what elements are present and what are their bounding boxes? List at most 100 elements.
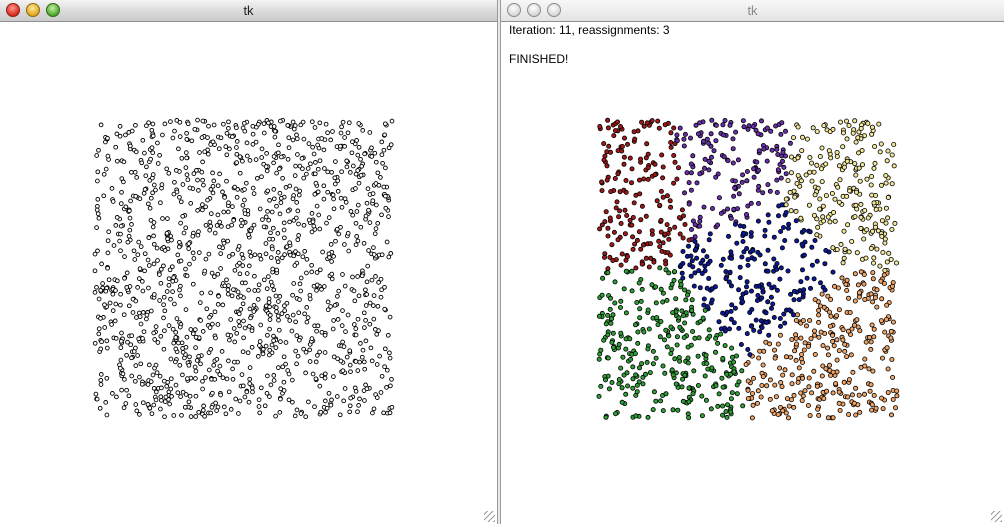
minimize-button[interactable]: [26, 3, 40, 17]
data-point: [664, 222, 670, 228]
data-point: [153, 397, 159, 403]
data-point: [114, 158, 120, 164]
data-point: [234, 160, 240, 165]
data-point: [870, 276, 876, 282]
data-point: [163, 394, 169, 400]
data-point: [136, 239, 142, 245]
data-point: [353, 388, 359, 394]
data-point: [666, 236, 672, 242]
data-point: [287, 183, 293, 189]
data-point: [276, 317, 281, 323]
data-point: [771, 256, 777, 262]
zoom-button[interactable]: [547, 3, 561, 17]
minimize-button[interactable]: [527, 3, 541, 17]
data-point: [92, 340, 98, 346]
data-point: [724, 414, 730, 420]
zoom-button[interactable]: [46, 3, 60, 17]
data-point: [622, 135, 628, 141]
unclustered-scatter-canvas[interactable]: [0, 22, 498, 522]
data-point: [687, 135, 693, 141]
data-point: [841, 379, 847, 385]
data-point: [793, 218, 799, 224]
data-point: [129, 169, 134, 175]
data-point: [161, 294, 167, 300]
data-point: [766, 281, 772, 287]
title-bar[interactable]: tk: [501, 0, 1004, 22]
data-point: [126, 303, 132, 309]
data-point: [729, 390, 735, 396]
data-point: [331, 318, 336, 323]
data-point: [841, 164, 847, 170]
data-point: [309, 119, 315, 125]
data-point: [200, 118, 206, 124]
data-point: [215, 271, 221, 277]
data-point: [191, 171, 197, 176]
data-point: [321, 196, 327, 202]
data-point: [857, 178, 863, 184]
resize-grip[interactable]: [991, 511, 1002, 522]
title-bar[interactable]: tk: [0, 0, 497, 22]
clustered-scatter-canvas[interactable]: [501, 22, 1004, 522]
data-point: [341, 398, 347, 404]
data-point: [98, 316, 103, 321]
data-point: [751, 327, 757, 333]
data-point: [805, 343, 811, 349]
close-button[interactable]: [507, 3, 521, 17]
data-point: [325, 299, 331, 305]
data-point: [350, 163, 356, 169]
data-point: [253, 157, 259, 162]
data-point: [206, 251, 212, 257]
data-point: [702, 307, 708, 313]
close-button[interactable]: [6, 3, 20, 17]
data-point: [231, 359, 237, 365]
data-point: [224, 376, 230, 382]
data-point: [339, 169, 344, 175]
data-point: [645, 414, 651, 420]
data-point: [730, 146, 736, 152]
data-point: [124, 387, 129, 393]
data-point: [709, 365, 715, 371]
data-point: [184, 137, 190, 142]
data-point: [864, 176, 870, 182]
data-point: [260, 217, 265, 222]
data-point: [282, 303, 287, 309]
data-point: [200, 202, 205, 207]
data-point: [322, 398, 328, 404]
data-point: [371, 245, 376, 250]
data-point: [836, 348, 842, 354]
data-point: [124, 285, 130, 290]
data-point: [215, 322, 221, 327]
data-point: [257, 410, 263, 416]
data-point: [358, 341, 363, 346]
data-point: [605, 270, 611, 276]
data-point: [799, 351, 805, 357]
data-point: [173, 335, 179, 340]
data-point: [202, 149, 208, 155]
data-point: [155, 161, 161, 166]
data-point: [788, 208, 794, 214]
data-point: [651, 259, 657, 265]
data-point: [240, 301, 246, 307]
data-point: [873, 405, 879, 411]
data-point: [879, 296, 885, 302]
data-point: [381, 184, 387, 190]
data-point: [750, 124, 756, 130]
data-point: [244, 389, 250, 395]
data-point: [157, 152, 162, 158]
data-point: [837, 407, 843, 413]
data-point: [694, 243, 700, 249]
data-point: [663, 267, 669, 273]
data-point: [209, 404, 215, 410]
data-point: [226, 358, 231, 364]
data-point: [378, 175, 383, 180]
data-point: [290, 119, 296, 125]
data-point: [790, 135, 796, 141]
data-point: [658, 318, 664, 324]
data-point: [160, 132, 165, 138]
data-point: [379, 139, 385, 145]
data-point: [242, 394, 248, 400]
data-point: [355, 409, 360, 415]
resize-grip[interactable]: [484, 511, 495, 522]
data-point: [795, 155, 801, 161]
data-point: [251, 222, 257, 228]
